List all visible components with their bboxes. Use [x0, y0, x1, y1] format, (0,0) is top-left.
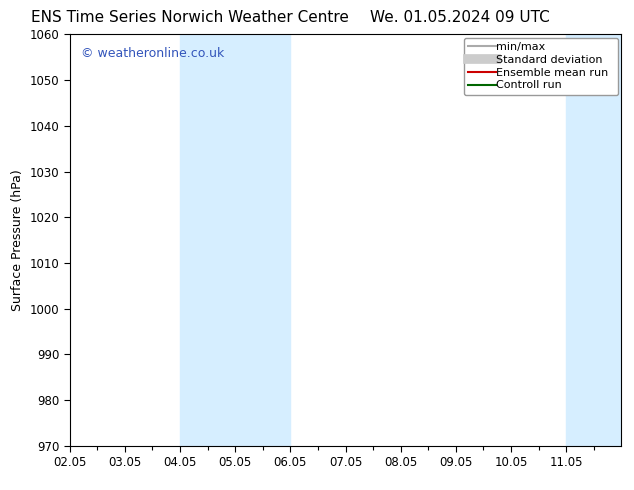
Y-axis label: Surface Pressure (hPa): Surface Pressure (hPa)	[11, 169, 24, 311]
Text: We. 01.05.2024 09 UTC: We. 01.05.2024 09 UTC	[370, 10, 550, 25]
Text: ENS Time Series Norwich Weather Centre: ENS Time Series Norwich Weather Centre	[31, 10, 349, 25]
Legend: min/max, Standard deviation, Ensemble mean run, Controll run: min/max, Standard deviation, Ensemble me…	[463, 38, 618, 95]
Text: © weatheronline.co.uk: © weatheronline.co.uk	[81, 47, 224, 60]
Bar	[180, 34, 290, 446]
Bar	[566, 34, 634, 446]
